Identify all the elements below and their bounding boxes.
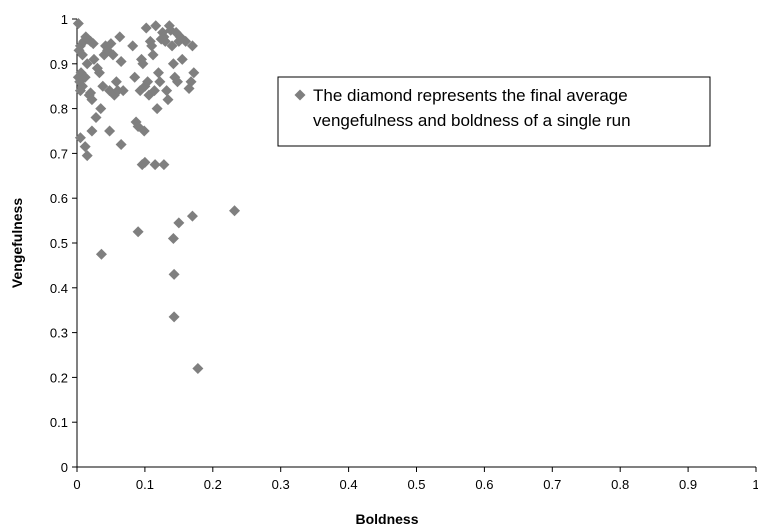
data-point bbox=[152, 67, 164, 79]
data-point bbox=[132, 121, 144, 133]
data-point bbox=[142, 76, 154, 88]
data-point bbox=[76, 49, 88, 61]
data-point bbox=[147, 49, 159, 61]
data-point bbox=[95, 103, 107, 115]
y-tick-label: 0.2 bbox=[50, 370, 68, 385]
data-point bbox=[74, 132, 86, 144]
y-tick-label: 0.1 bbox=[50, 415, 68, 430]
data-point bbox=[154, 76, 166, 88]
data-point bbox=[185, 76, 197, 88]
data-point bbox=[81, 150, 93, 162]
data-point bbox=[88, 53, 100, 65]
data-point bbox=[107, 49, 119, 61]
data-point bbox=[186, 40, 198, 52]
x-tick-label: 0.1 bbox=[136, 477, 154, 492]
data-point bbox=[90, 112, 102, 124]
x-tick-label: 0.7 bbox=[543, 477, 561, 492]
y-tick-label: 0.9 bbox=[50, 57, 68, 72]
data-point bbox=[81, 58, 93, 70]
y-axis-title: Vengefulness bbox=[9, 198, 25, 288]
x-tick-label: 0.6 bbox=[475, 477, 493, 492]
data-point bbox=[188, 67, 200, 79]
y-tick-label: 0 bbox=[61, 460, 68, 475]
x-tick-label: 0.5 bbox=[407, 477, 425, 492]
data-point bbox=[148, 85, 160, 97]
data-point bbox=[114, 31, 126, 43]
data-point bbox=[167, 233, 179, 245]
data-point bbox=[139, 156, 151, 168]
x-tick-label: 0 bbox=[73, 477, 80, 492]
data-point bbox=[115, 56, 127, 68]
data-point bbox=[192, 362, 204, 374]
legend: The diamond represents the final average… bbox=[277, 76, 711, 147]
data-point bbox=[138, 125, 150, 137]
data-point bbox=[159, 35, 171, 47]
x-axis-title: Boldness bbox=[355, 511, 418, 527]
data-point bbox=[86, 94, 98, 106]
y-tick-label: 0.6 bbox=[50, 191, 68, 206]
data-point bbox=[186, 210, 198, 222]
data-point bbox=[173, 217, 185, 229]
data-point bbox=[127, 40, 139, 52]
data-point bbox=[171, 76, 183, 88]
data-points bbox=[72, 17, 241, 374]
x-tick-label: 0.2 bbox=[204, 477, 222, 492]
data-point bbox=[97, 80, 109, 92]
data-point bbox=[146, 40, 158, 52]
data-point bbox=[149, 159, 161, 171]
data-point bbox=[150, 20, 162, 32]
data-point bbox=[117, 85, 129, 97]
data-point bbox=[176, 53, 188, 65]
data-point bbox=[79, 71, 91, 83]
data-point bbox=[110, 76, 122, 88]
data-point bbox=[137, 58, 149, 70]
x-tick-label: 0.4 bbox=[340, 477, 358, 492]
data-point bbox=[158, 159, 170, 171]
data-point bbox=[79, 141, 91, 153]
data-point bbox=[161, 85, 173, 97]
y-tick-label: 0.3 bbox=[50, 326, 68, 341]
x-tick-label: 1 bbox=[752, 477, 758, 492]
data-point bbox=[87, 38, 99, 50]
data-point bbox=[93, 67, 105, 79]
legend-line-2: vengefulness and boldness of a single ru… bbox=[313, 111, 631, 130]
data-point bbox=[72, 17, 84, 29]
data-point bbox=[167, 58, 179, 70]
data-point bbox=[86, 125, 98, 137]
data-point bbox=[229, 205, 241, 217]
y-ticks: 0 0.1 0.2 0.3 0.4 0.5 0.6 0.7 0.8 0.9 1 bbox=[50, 12, 77, 475]
y-tick-label: 0.8 bbox=[50, 102, 68, 117]
data-point bbox=[129, 71, 141, 83]
data-point bbox=[180, 35, 192, 47]
data-point bbox=[115, 138, 127, 150]
x-tick-label: 0.9 bbox=[679, 477, 697, 492]
legend-line-1: The diamond represents the final average bbox=[313, 86, 628, 105]
y-tick-label: 0.5 bbox=[50, 236, 68, 251]
data-point bbox=[104, 125, 116, 137]
data-point bbox=[166, 40, 178, 52]
x-tick-label: 0.8 bbox=[611, 477, 629, 492]
y-tick-label: 1 bbox=[61, 12, 68, 27]
data-point bbox=[95, 248, 107, 260]
data-point bbox=[151, 103, 163, 115]
y-tick-label: 0.4 bbox=[50, 281, 68, 296]
data-point bbox=[140, 22, 152, 34]
data-point bbox=[168, 268, 180, 280]
legend-diamond-marker bbox=[294, 89, 306, 101]
legend-box bbox=[277, 76, 711, 147]
data-point bbox=[162, 94, 174, 106]
x-tick-label: 0.3 bbox=[272, 477, 290, 492]
data-point bbox=[132, 226, 144, 238]
x-ticks: 0 0.1 0.2 0.3 0.4 0.5 0.6 0.7 0.8 0.9 1 bbox=[73, 467, 758, 492]
data-point bbox=[74, 85, 86, 97]
y-tick-label: 0.7 bbox=[50, 146, 68, 161]
data-point bbox=[168, 311, 180, 323]
data-point bbox=[105, 38, 117, 50]
